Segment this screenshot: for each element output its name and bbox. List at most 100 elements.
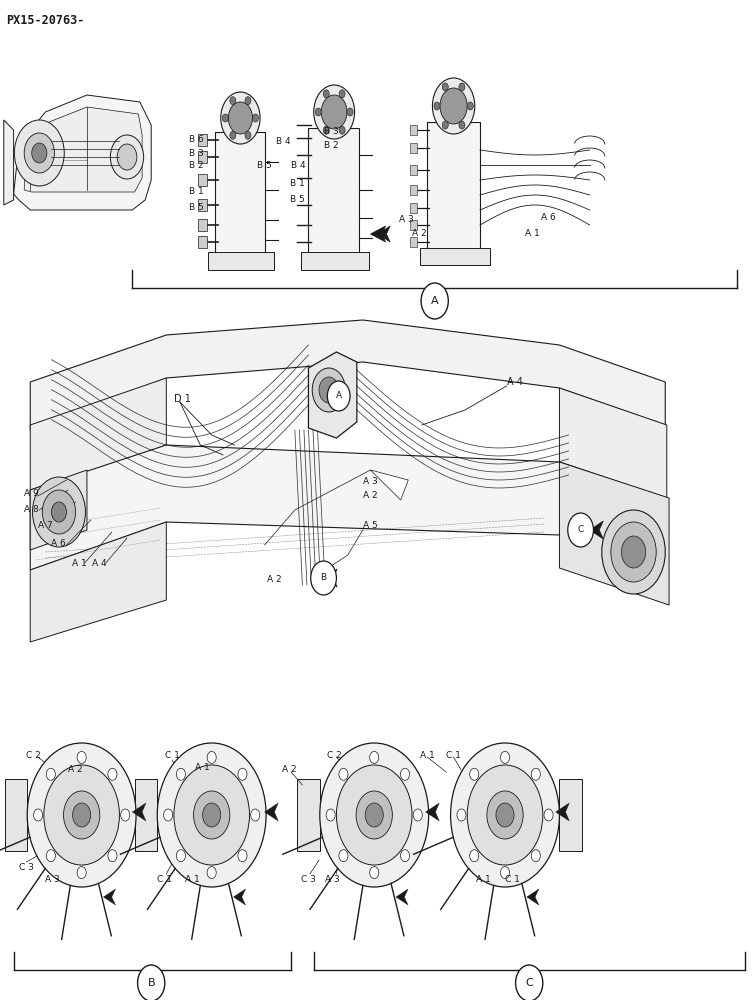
Circle shape: [401, 850, 410, 862]
Circle shape: [314, 85, 355, 139]
Text: B 1: B 1: [290, 178, 305, 188]
Circle shape: [32, 143, 47, 163]
Circle shape: [324, 126, 330, 134]
Circle shape: [339, 126, 345, 134]
Circle shape: [339, 90, 345, 98]
Polygon shape: [4, 120, 14, 205]
Polygon shape: [30, 378, 166, 495]
Text: C 3: C 3: [301, 876, 316, 884]
Circle shape: [221, 92, 260, 144]
Polygon shape: [426, 803, 439, 821]
Circle shape: [370, 867, 379, 879]
Bar: [198, 199, 207, 211]
Circle shape: [459, 121, 465, 129]
Circle shape: [327, 381, 350, 411]
Circle shape: [42, 490, 76, 534]
Bar: [410, 143, 417, 153]
Text: A 8: A 8: [24, 504, 39, 514]
Circle shape: [27, 743, 136, 887]
Text: C 2: C 2: [26, 750, 42, 760]
Polygon shape: [559, 462, 669, 605]
Circle shape: [176, 768, 185, 780]
Circle shape: [207, 867, 216, 879]
Circle shape: [253, 114, 259, 122]
Circle shape: [321, 95, 347, 129]
Bar: [410, 125, 417, 135]
Bar: [410, 203, 417, 213]
Text: A 3: A 3: [399, 215, 414, 224]
Text: B 5: B 5: [290, 194, 305, 204]
Bar: [198, 236, 207, 248]
Text: A 2: A 2: [363, 491, 377, 500]
Polygon shape: [308, 128, 359, 258]
Circle shape: [421, 283, 448, 319]
Text: B 4: B 4: [276, 137, 290, 146]
Circle shape: [108, 768, 117, 780]
Circle shape: [336, 765, 412, 865]
Circle shape: [228, 102, 253, 134]
Text: C 1: C 1: [505, 876, 520, 884]
Text: C 1: C 1: [157, 876, 172, 884]
Circle shape: [531, 768, 541, 780]
Circle shape: [46, 850, 55, 862]
Circle shape: [117, 144, 137, 170]
Circle shape: [434, 102, 440, 110]
Circle shape: [64, 791, 100, 839]
Circle shape: [496, 803, 514, 827]
Text: C: C: [578, 526, 584, 534]
Circle shape: [251, 809, 260, 821]
Circle shape: [324, 90, 330, 98]
Circle shape: [516, 965, 543, 1000]
Text: B 6: B 6: [189, 135, 204, 144]
Bar: [135, 779, 157, 851]
Text: B: B: [321, 574, 327, 582]
Text: A 1: A 1: [185, 876, 200, 884]
Text: B 3: B 3: [324, 127, 339, 136]
Circle shape: [339, 850, 348, 862]
Circle shape: [401, 768, 410, 780]
Polygon shape: [301, 252, 369, 270]
Circle shape: [121, 809, 130, 821]
Circle shape: [356, 791, 392, 839]
Circle shape: [33, 477, 85, 547]
Polygon shape: [234, 889, 246, 905]
Circle shape: [14, 120, 64, 186]
Circle shape: [469, 768, 479, 780]
Polygon shape: [215, 132, 265, 258]
Polygon shape: [265, 803, 278, 821]
Polygon shape: [30, 445, 665, 575]
Bar: [198, 134, 207, 146]
Polygon shape: [427, 122, 480, 252]
Polygon shape: [132, 803, 146, 821]
Polygon shape: [559, 388, 667, 498]
Bar: [410, 185, 417, 195]
Circle shape: [77, 751, 86, 763]
Circle shape: [602, 510, 665, 594]
Circle shape: [194, 791, 230, 839]
Circle shape: [347, 108, 353, 116]
Text: A 1: A 1: [72, 558, 87, 568]
Circle shape: [611, 522, 656, 582]
Polygon shape: [324, 569, 337, 587]
Polygon shape: [527, 889, 539, 905]
Circle shape: [457, 809, 466, 821]
Text: A 5: A 5: [363, 522, 378, 530]
Circle shape: [46, 768, 55, 780]
Bar: [297, 779, 320, 851]
Text: B 2: B 2: [189, 161, 203, 170]
Circle shape: [467, 102, 473, 110]
Text: A 1: A 1: [476, 876, 491, 884]
Circle shape: [238, 768, 247, 780]
Polygon shape: [370, 226, 386, 242]
Polygon shape: [590, 521, 603, 539]
Bar: [198, 151, 207, 163]
Bar: [5, 779, 27, 851]
Circle shape: [108, 850, 117, 862]
Text: A 3: A 3: [325, 876, 340, 884]
Text: C 3: C 3: [19, 862, 34, 871]
Circle shape: [138, 965, 165, 1000]
Polygon shape: [14, 95, 151, 210]
Polygon shape: [308, 352, 357, 438]
Circle shape: [568, 513, 593, 547]
Circle shape: [442, 121, 448, 129]
